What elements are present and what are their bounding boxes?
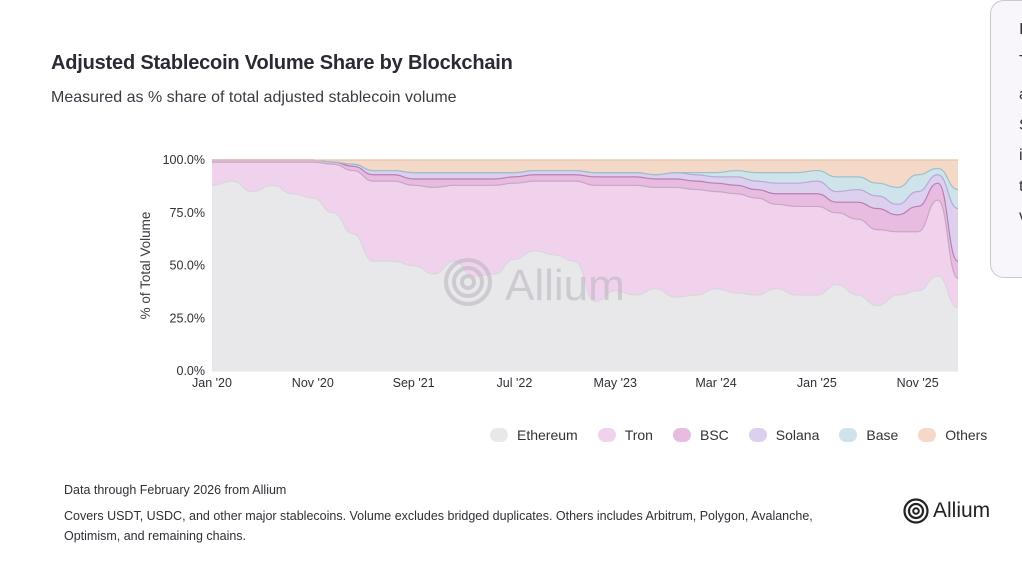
- side-text: S: [1019, 117, 1022, 135]
- series-line-base: [211, 159, 959, 191]
- legend-swatch: [597, 428, 616, 442]
- x-tick-label: Mar '24: [695, 376, 736, 390]
- y-tick-label: 25.0%: [170, 311, 205, 325]
- legend-item-solana[interactable]: Solana: [748, 427, 820, 443]
- area-series-solana: [212, 160, 958, 262]
- legend-label: BSC: [699, 427, 729, 443]
- y-axis-label: % of Total Volume: [138, 212, 153, 320]
- footer-note: Covers USDT, USDC, and other major stabl…: [64, 509, 813, 543]
- legend-swatch: [490, 428, 508, 442]
- x-tick-label: Nov '20: [292, 376, 334, 390]
- y-tick-label: 100.0%: [163, 153, 205, 167]
- x-tick-label: Jul '22: [497, 376, 533, 390]
- watermark-ring: [460, 274, 476, 290]
- side-text: T: [1019, 53, 1022, 71]
- brand-logo[interactable]: Allium: [903, 498, 990, 524]
- area-series-ethereum: [212, 181, 958, 371]
- legend-item-tron[interactable]: Tron: [597, 427, 653, 443]
- legend-label: Tron: [624, 427, 653, 443]
- series-line-tron: [212, 161, 959, 279]
- side-panel: I T a S i t v: [990, 0, 1022, 278]
- chart-title: Adjusted Stablecoin Volume Share by Bloc…: [51, 52, 513, 74]
- x-tick-label: May '23: [594, 376, 637, 390]
- legend-swatch: [748, 428, 767, 442]
- watermark-text: Allium: [505, 261, 625, 310]
- y-tick-label: 50.0%: [170, 259, 205, 273]
- allium-logo-icon: [903, 498, 929, 524]
- x-tick-label: Jan '20: [192, 376, 232, 390]
- legend-swatch: [839, 428, 858, 442]
- side-text: I: [1019, 21, 1022, 38]
- legend-label: Base: [866, 427, 899, 443]
- side-text: v: [1019, 208, 1022, 226]
- watermark-ring: [452, 266, 484, 298]
- legend-label: Ethereum: [517, 427, 578, 443]
- side-text: t: [1019, 178, 1022, 195]
- legend-swatch: [672, 428, 691, 442]
- x-tick-label: Nov '25: [897, 376, 939, 390]
- stacked-area-chart: 0.0% 25.0% 50.0% 75.0% 100.0% Allium Jan '20 No…: [138, 153, 959, 390]
- footer-source: Data through February 2026 from Allium: [64, 483, 287, 497]
- area-series-tron: [212, 162, 958, 308]
- legend-label: Solana: [775, 427, 820, 443]
- area-series-others: [212, 160, 958, 190]
- x-tick-label: Sep '21: [393, 376, 435, 390]
- watermark-ring: [444, 258, 492, 306]
- y-tick-label: 75.0%: [170, 206, 205, 220]
- brand-name: Allium: [933, 499, 991, 522]
- side-text: i: [1019, 147, 1022, 164]
- x-tick-label: Jan '25: [797, 376, 837, 390]
- y-tick-label: 0.0%: [177, 364, 206, 378]
- side-text: a: [1019, 86, 1022, 104]
- legend-item-base[interactable]: Base: [839, 427, 898, 443]
- legend-item-bsc[interactable]: BSC: [672, 427, 729, 443]
- series-line-ethereum: [211, 180, 959, 309]
- legend-item-others[interactable]: Others: [918, 427, 987, 443]
- chart-legend: Ethereum Tron BSC Solana Base Others: [490, 427, 1007, 443]
- legend-label: Others: [945, 427, 988, 443]
- legend-item-ethereum[interactable]: Ethereum: [490, 427, 578, 443]
- allium-watermark: Allium: [444, 258, 625, 310]
- chart-subtitle: Measured as % share of total adjusted st…: [51, 89, 457, 106]
- legend-swatch: [918, 428, 937, 442]
